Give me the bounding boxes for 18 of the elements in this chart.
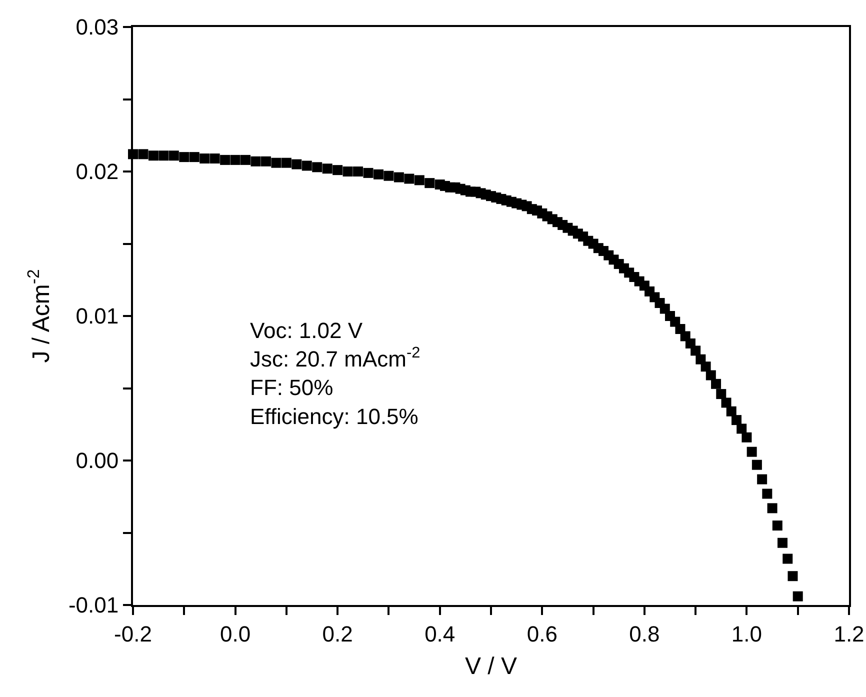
x-tick-label: 0.0: [220, 621, 251, 646]
annotation: Efficiency: 10.5%: [250, 404, 418, 429]
x-tick-label: 0.2: [322, 621, 353, 646]
x-tick-label: 0.6: [526, 621, 558, 646]
annotation: FF: 50%: [250, 375, 334, 400]
annotation: Voc: 1.02 V: [250, 318, 363, 343]
y-tick-label: 0.02: [76, 159, 119, 184]
text: -0.2: [114, 621, 152, 646]
y-tick-label: 0.03: [76, 14, 119, 40]
x-tick-label: 1.0: [731, 621, 762, 646]
x-axis-title: V / V: [464, 653, 518, 680]
x-tick-label: 1.2: [834, 621, 864, 646]
y-tick-label: -0.01: [68, 592, 119, 618]
annotation: Jsc: 20.7 mAcm$^{-2}$: [250, 344, 420, 372]
y-tick-label: 0.01: [76, 304, 119, 329]
y-tick-label: 0.00: [76, 448, 119, 474]
x-tick-label: 0.8: [629, 621, 660, 646]
x-tick-label: 0.4: [424, 621, 456, 646]
